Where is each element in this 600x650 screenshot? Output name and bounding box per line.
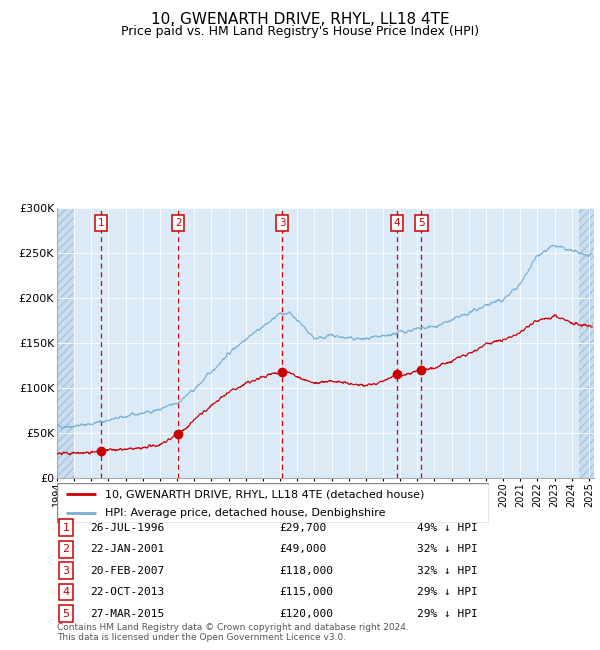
Text: 29% ↓ HPI: 29% ↓ HPI <box>417 587 478 597</box>
Text: 4: 4 <box>394 218 400 228</box>
Text: 5: 5 <box>62 608 70 619</box>
Text: £49,000: £49,000 <box>279 544 326 554</box>
Text: 29% ↓ HPI: 29% ↓ HPI <box>417 608 478 619</box>
Text: 10, GWENARTH DRIVE, RHYL, LL18 4TE (detached house): 10, GWENARTH DRIVE, RHYL, LL18 4TE (deta… <box>104 489 424 499</box>
Text: 1: 1 <box>98 218 104 228</box>
Text: 22-JAN-2001: 22-JAN-2001 <box>90 544 164 554</box>
Text: 1: 1 <box>62 523 70 533</box>
Text: £115,000: £115,000 <box>279 587 333 597</box>
FancyBboxPatch shape <box>57 483 489 523</box>
Text: 49% ↓ HPI: 49% ↓ HPI <box>417 523 478 533</box>
Text: Contains HM Land Registry data © Crown copyright and database right 2024.
This d: Contains HM Land Registry data © Crown c… <box>57 623 409 642</box>
Text: 26-JUL-1996: 26-JUL-1996 <box>90 523 164 533</box>
Text: 10, GWENARTH DRIVE, RHYL, LL18 4TE: 10, GWENARTH DRIVE, RHYL, LL18 4TE <box>151 12 449 27</box>
Text: 3: 3 <box>62 566 70 576</box>
Text: 32% ↓ HPI: 32% ↓ HPI <box>417 566 478 576</box>
Text: 4: 4 <box>62 587 70 597</box>
Text: 2: 2 <box>62 544 70 554</box>
Text: 27-MAR-2015: 27-MAR-2015 <box>90 608 164 619</box>
Text: £29,700: £29,700 <box>279 523 326 533</box>
Text: £118,000: £118,000 <box>279 566 333 576</box>
Text: £120,000: £120,000 <box>279 608 333 619</box>
Text: 3: 3 <box>279 218 286 228</box>
Text: HPI: Average price, detached house, Denbighshire: HPI: Average price, detached house, Denb… <box>104 508 385 518</box>
Text: 2: 2 <box>175 218 181 228</box>
Text: 20-FEB-2007: 20-FEB-2007 <box>90 566 164 576</box>
Text: 32% ↓ HPI: 32% ↓ HPI <box>417 544 478 554</box>
Text: 22-OCT-2013: 22-OCT-2013 <box>90 587 164 597</box>
Text: 5: 5 <box>418 218 425 228</box>
Text: Price paid vs. HM Land Registry's House Price Index (HPI): Price paid vs. HM Land Registry's House … <box>121 25 479 38</box>
